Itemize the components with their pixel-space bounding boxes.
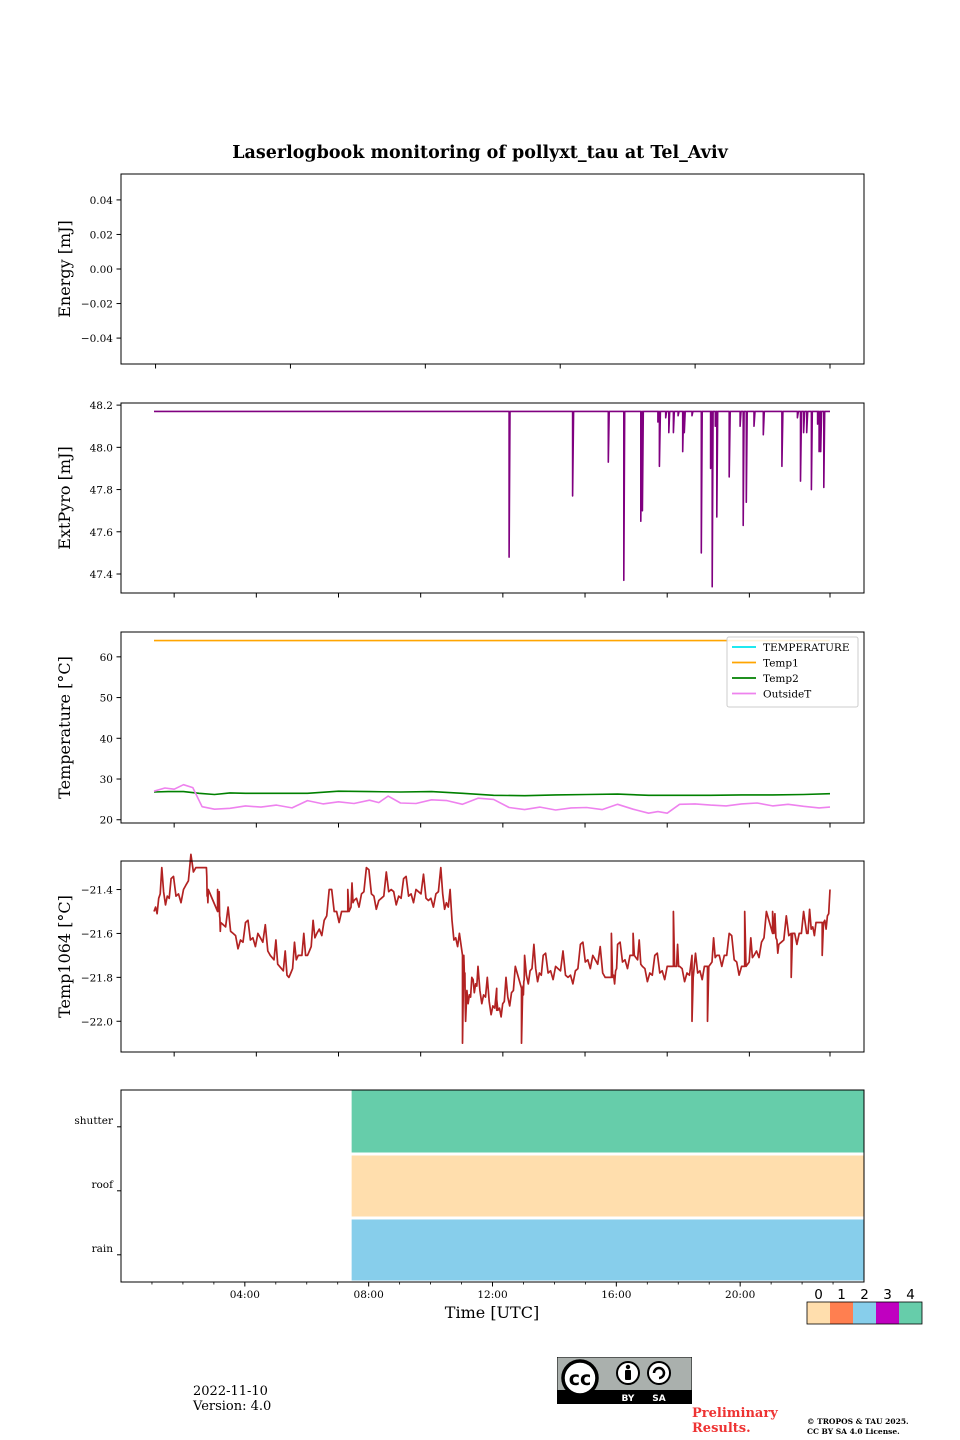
series-line-outsidet (153, 783, 831, 814)
series-line-temp2 (153, 790, 831, 797)
preliminary-note: Preliminary Results. (692, 1406, 778, 1436)
legend-entry: TEMPERATURE (763, 642, 850, 654)
row-label-shutter: shutter (74, 1115, 114, 1127)
y-tick-label: 20 (100, 815, 113, 827)
colorbar-label: 3 (883, 1287, 892, 1303)
y-tick-label: −21.6 (81, 928, 113, 940)
axes-frame (120, 631, 865, 824)
y-tick-label: 47.6 (90, 527, 114, 539)
y-axis-label: Temp1064 [°C] (55, 895, 74, 1018)
y-tick-label: −0.02 (81, 299, 113, 311)
share-alike-icon (647, 1361, 671, 1385)
axes-frame (120, 173, 865, 365)
panel-3: 60 50 40 30 20 Temperature [°C] TEMPERATURE Tem… (55, 631, 865, 828)
series-line-panel4 (153, 853, 831, 1045)
colorbar-label: 2 (860, 1287, 869, 1303)
y-tick-label: 48.2 (90, 400, 113, 412)
copyright-note: © TROPOS & TAU 2025. CC BY SA 4.0 Licens… (807, 1417, 909, 1436)
cc-logo-icon (561, 1359, 599, 1397)
row-label-rain: rain (92, 1243, 114, 1255)
colorbar-label: 0 (814, 1287, 823, 1303)
x-tick-label: 16:00 (601, 1289, 631, 1301)
colorbar-swatch-3 (876, 1302, 899, 1324)
axes-frame (120, 1089, 865, 1283)
y-tick-label: −21.4 (81, 885, 113, 897)
colorbar-label: 1 (837, 1287, 846, 1303)
cc-license-badge: cc BY SA (557, 1357, 692, 1404)
axes-frame (120, 860, 865, 1053)
y-axis-label: ExtPyro [mJ] (55, 446, 74, 549)
y-tick-label: −22.0 (81, 1016, 113, 1028)
x-tick-label: 12:00 (477, 1289, 507, 1301)
panel-5: shutter roof rain 04:00 08:00 12:00 16:00 20:00 (74, 1089, 865, 1301)
status-block-rain (351, 1219, 864, 1281)
y-axis-label: Energy [mJ] (55, 220, 74, 318)
y-tick-label: 30 (100, 774, 113, 786)
colorbar-swatch-2 (853, 1302, 876, 1324)
sa-label: SA (652, 1394, 665, 1404)
axes-frame (120, 402, 865, 594)
y-tick-label: 47.4 (90, 569, 114, 581)
y-tick-label: 60 (100, 652, 113, 664)
chart-title: Laserlogbook monitoring of pollyxt_tau a… (232, 143, 728, 163)
legend (726, 636, 859, 708)
colorbar-swatch-0 (807, 1302, 830, 1324)
y-axis-label: Temperature [°C] (55, 656, 74, 799)
y-tick-label: 0.00 (90, 264, 113, 276)
legend-entry: OutsideT (763, 689, 811, 701)
panel-4: −21.4 −21.6 −21.8 −22.0 Temp1064 [°C] (55, 853, 865, 1057)
y-tick-label: 0.04 (90, 195, 114, 207)
y-tick-label: 47.8 (90, 485, 113, 497)
y-tick-label: −21.8 (81, 972, 113, 984)
y-tick-label: 50 (100, 693, 113, 705)
x-tick-label: 08:00 (354, 1289, 384, 1301)
x-tick-label: 20:00 (725, 1289, 755, 1301)
footer-info: 2022-11-10 Version: 4.0 (193, 1384, 271, 1414)
status-block-roof (351, 1155, 864, 1217)
colorbar-swatch-1 (830, 1302, 853, 1324)
by-label: BY (622, 1394, 635, 1404)
y-tick-label: 48.0 (90, 442, 113, 454)
cc-logo-text: cc (569, 1368, 592, 1390)
y-tick-label: 0.02 (90, 229, 113, 241)
y-tick-label: 40 (100, 733, 113, 745)
date-label: 2022-11-10 (193, 1384, 268, 1399)
x-tick-label: 04:00 (230, 1289, 260, 1301)
series-line-panel2 (154, 410, 830, 588)
legend-entry: Temp2 (763, 673, 799, 685)
legend-entry: Temp1 (763, 658, 799, 670)
colorbar-swatch-4 (899, 1302, 922, 1324)
panel-1: 0.04 0.02 0.00 −0.02 −0.04 Energy [mJ] (55, 173, 865, 369)
panel-2: 48.2 48.0 47.8 47.6 47.4 ExtPyro [mJ] (55, 400, 865, 598)
version-label: Version: 4.0 (193, 1399, 272, 1414)
y-tick-label: −0.04 (81, 333, 113, 345)
colorbar-frame (806, 1301, 923, 1325)
x-axis-label: Time [UTC] (445, 1303, 539, 1322)
colorbar-label: 4 (906, 1287, 915, 1303)
row-label-roof: roof (91, 1179, 114, 1191)
status-block-shutter (351, 1090, 864, 1153)
